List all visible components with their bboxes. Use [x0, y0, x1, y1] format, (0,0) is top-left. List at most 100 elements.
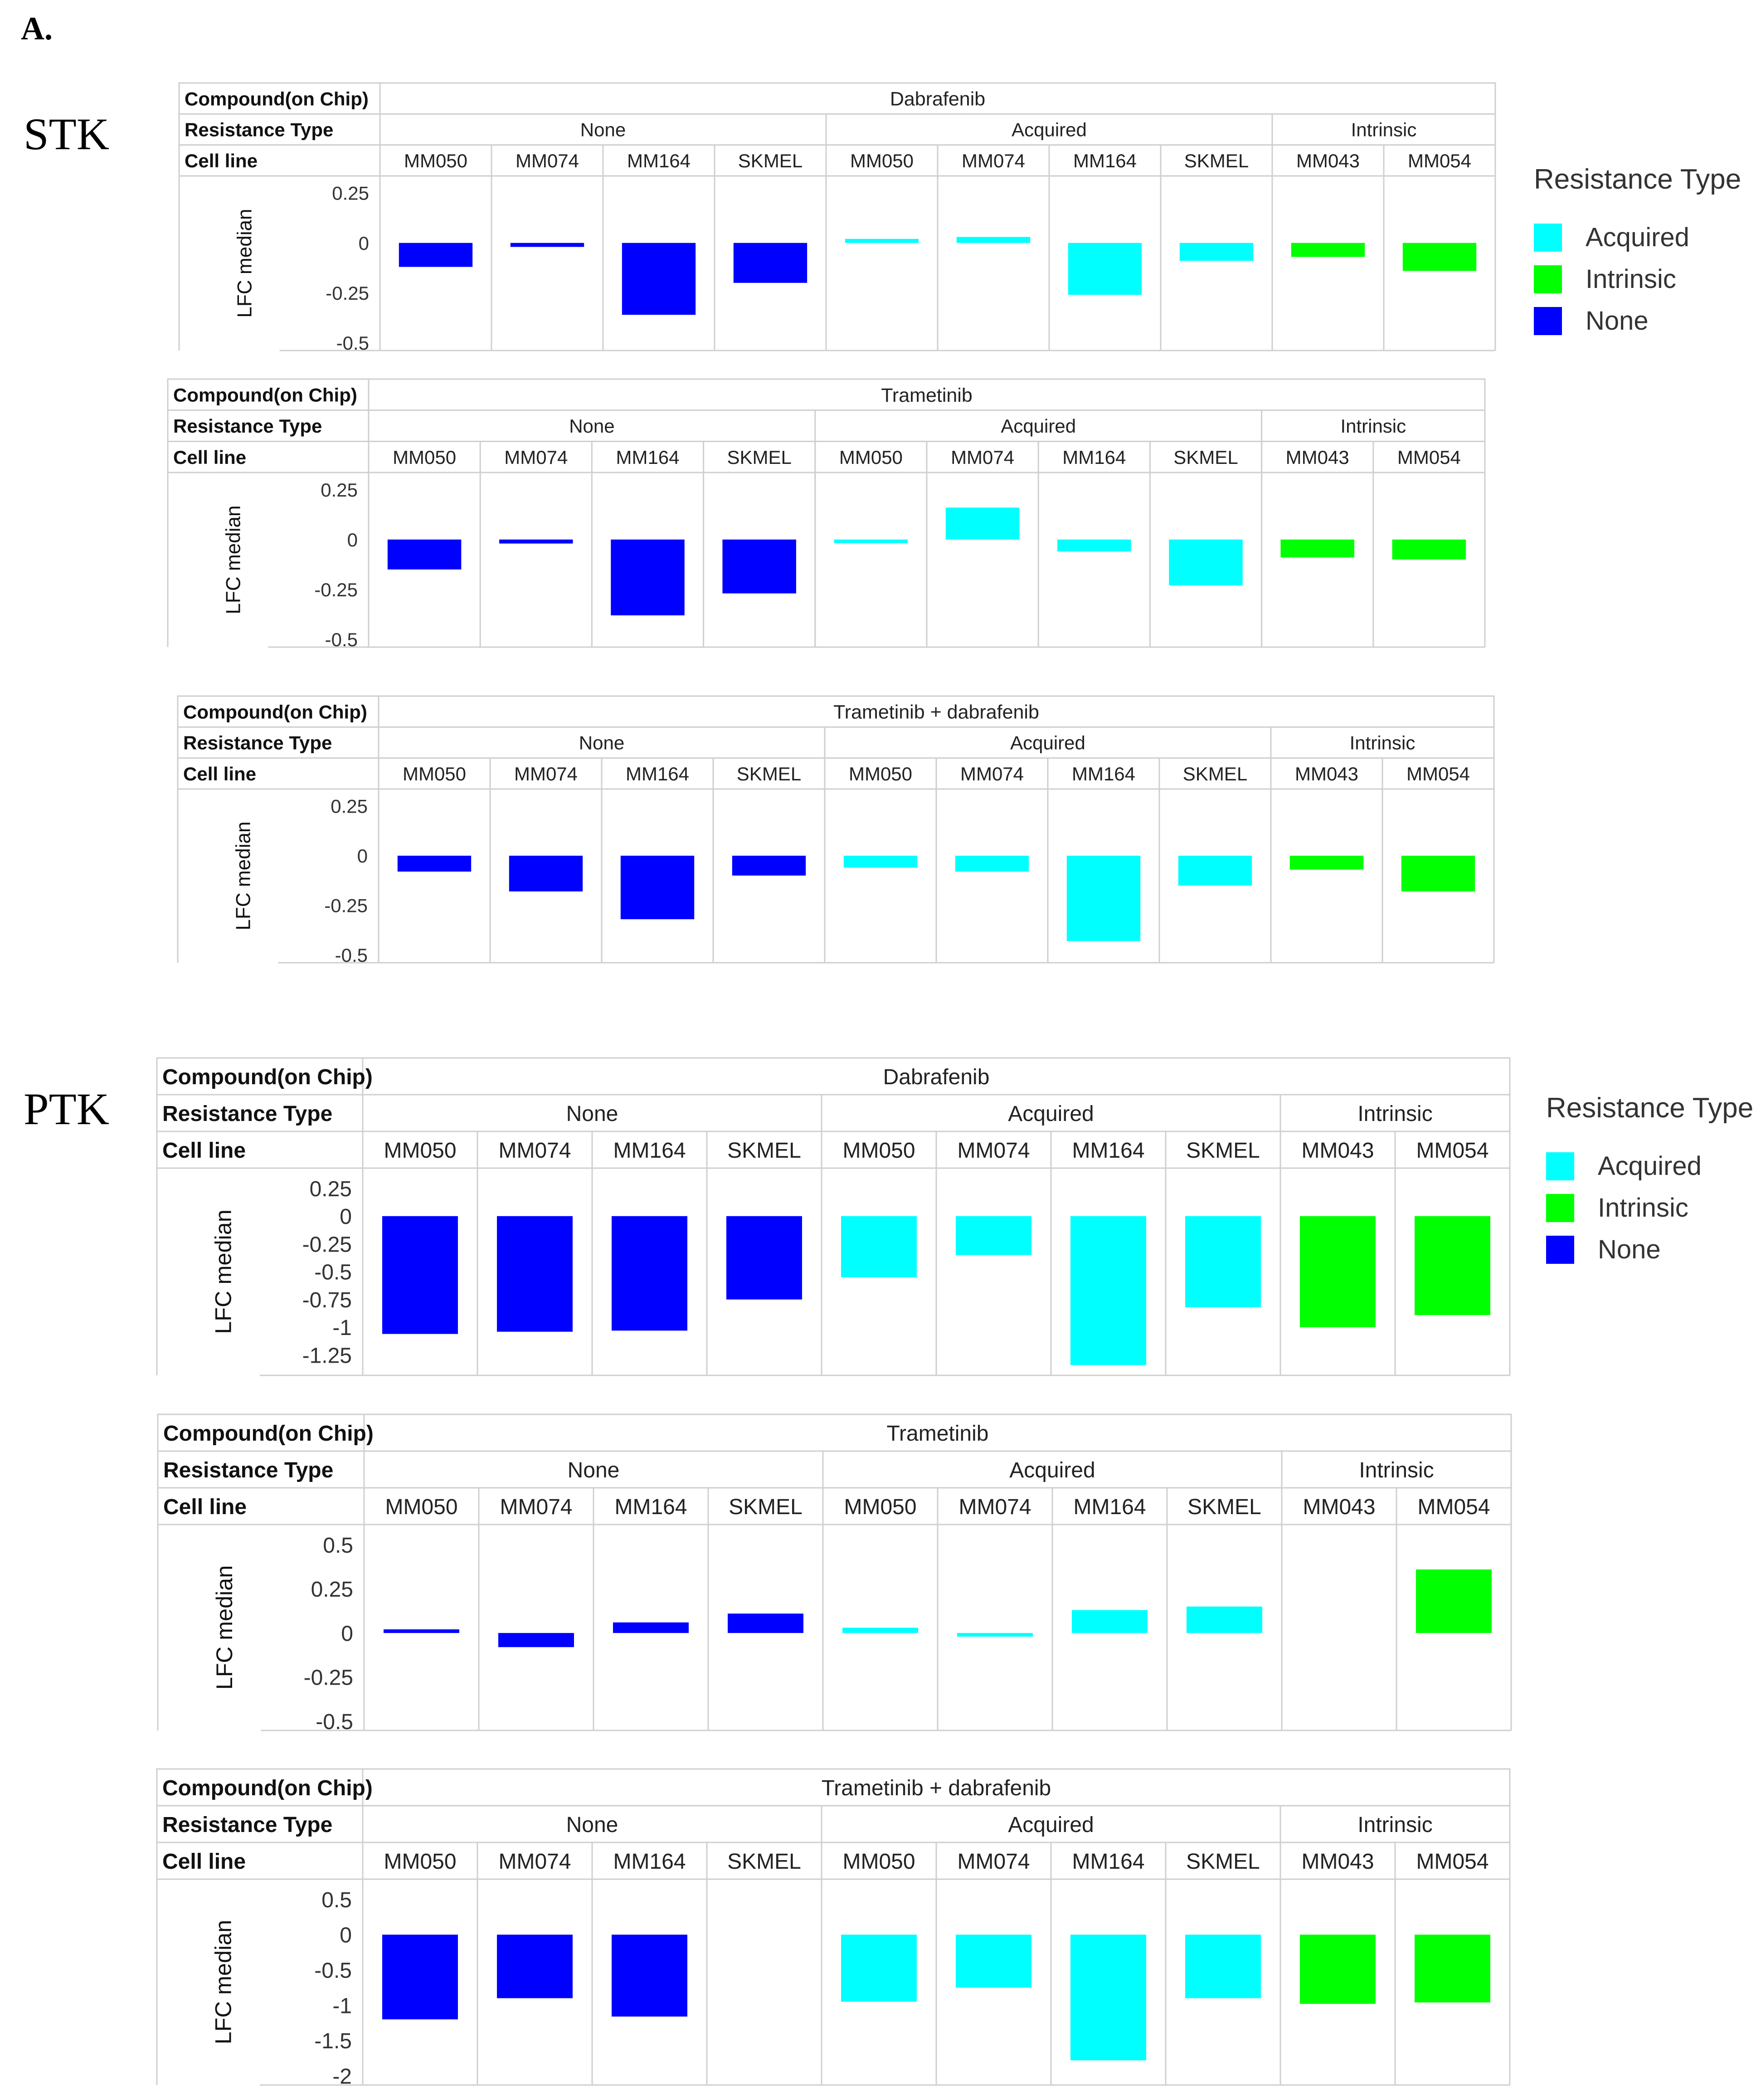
- y-tick-label: 0.25: [321, 479, 358, 501]
- y-axis-label: LFC median: [232, 821, 254, 930]
- header-resistance-label: Resistance Type: [185, 119, 333, 141]
- cell-line-label: MM164: [1062, 447, 1126, 468]
- cell-line-label: MM054: [1416, 1139, 1488, 1163]
- bar: [834, 539, 908, 543]
- chart-panel-stk-combo: Compound(on Chip) Resistance Type Cell lin…: [177, 695, 1495, 966]
- resistance-group-label: Intrinsic: [1351, 119, 1417, 141]
- y-tick-label: -0.5: [335, 945, 368, 966]
- resistance-group-label: Acquired: [1001, 415, 1076, 437]
- y-tick-label: -0.5: [336, 332, 369, 354]
- header-cellline-label: Cell line: [173, 447, 246, 468]
- cell-line-label: SKMEL: [1187, 1495, 1261, 1519]
- resistance-group-label: None: [566, 1102, 618, 1126]
- y-tick-label: -0.5: [316, 1710, 353, 1734]
- header-frame: [177, 695, 1495, 790]
- resistance-group-label: None: [579, 732, 624, 754]
- y-axis-label: LFC median: [210, 1209, 236, 1334]
- cell-line-label: MM074: [957, 1850, 1030, 1874]
- legend-ptk: Resistance Type Acquired Intrinsic None: [1546, 1092, 1754, 1264]
- bar: [1187, 1606, 1262, 1633]
- y-tick-label: 0.5: [321, 1888, 352, 1912]
- legend-item-intrinsic: Intrinsic: [1534, 264, 1676, 294]
- cell-line-label: MM050: [849, 763, 912, 784]
- bar: [611, 539, 685, 616]
- chart-panel-ptk-dabrafenib: Compound(on Chip) Resistance Type Cell lin…: [156, 1057, 1511, 1376]
- header-compound-label: Compound(on Chip): [162, 1776, 373, 1800]
- y-tick-label: 0.25: [310, 1177, 352, 1201]
- y-tick-label: 0: [347, 529, 358, 551]
- bar: [841, 1934, 917, 2002]
- legend-label: Acquired: [1598, 1151, 1702, 1181]
- compound-title: Trametinib: [887, 1422, 989, 1446]
- resistance-group-label: None: [566, 1813, 618, 1837]
- legend-swatch-none: [1534, 307, 1562, 335]
- bar: [1416, 1569, 1492, 1633]
- y-tick-label: -0.25: [304, 1666, 353, 1690]
- bar: [613, 1622, 689, 1633]
- cell-line-label: MM164: [613, 1139, 686, 1163]
- header-cellline-label: Cell line: [162, 1850, 246, 1874]
- cell-line-label: MM054: [1408, 150, 1471, 171]
- compound-title: Dabrafenib: [890, 88, 985, 110]
- bar: [497, 1216, 573, 1332]
- header-frame: [167, 378, 1486, 473]
- y-tick-label: -1: [332, 1994, 352, 2018]
- compound-title: Trametinib + dabrafenib: [822, 1776, 1051, 1800]
- bar: [510, 243, 584, 247]
- cell-line-label: MM050: [404, 150, 467, 171]
- header-resistance-label: Resistance Type: [163, 1458, 333, 1482]
- header-compound-label: Compound(on Chip): [183, 701, 367, 722]
- bar: [1291, 243, 1365, 257]
- y-tick-label: 0: [340, 1205, 352, 1229]
- cell-line-label: MM050: [403, 763, 466, 784]
- cell-line-label: SKMEL: [737, 763, 801, 784]
- y-tick-label: -0.5: [314, 1959, 352, 1983]
- bar: [1289, 856, 1364, 870]
- compound-title: Trametinib + dabrafenib: [833, 702, 1039, 723]
- y-tick-label: 0.25: [332, 183, 369, 204]
- bar: [384, 1629, 459, 1633]
- bar: [509, 856, 583, 892]
- cell-line-label: MM043: [1286, 447, 1349, 468]
- cell-line-label: MM074: [958, 1495, 1031, 1519]
- legend-title: Resistance Type: [1546, 1092, 1754, 1124]
- y-tick-label: 0: [359, 233, 369, 254]
- legend-swatch-intrinsic: [1546, 1194, 1574, 1222]
- bar: [841, 1216, 917, 1277]
- header-compound-label: Compound(on Chip): [185, 88, 369, 109]
- resistance-group-label: Acquired: [1009, 1458, 1095, 1482]
- legend-label: None: [1586, 306, 1649, 336]
- resistance-group-label: Acquired: [1010, 732, 1085, 754]
- resistance-group-label: Intrinsic: [1359, 1458, 1434, 1482]
- y-tick-label: -1.5: [314, 2029, 352, 2053]
- legend-item-acquired: Acquired: [1546, 1151, 1702, 1181]
- bar: [387, 539, 462, 570]
- bar: [1179, 243, 1254, 261]
- resistance-group-label: None: [569, 415, 614, 437]
- cell-line-label: SKMEL: [1184, 150, 1249, 171]
- y-tick-label: 0.5: [323, 1534, 353, 1558]
- cell-line-label: MM054: [1416, 1850, 1488, 1874]
- chart-panel-ptk-trametinib: Compound(on Chip) Resistance Type Cell lin…: [157, 1413, 1512, 1734]
- resistance-group-label: None: [580, 119, 626, 141]
- y-tick-label: -1: [332, 1316, 352, 1340]
- cell-line-label: SKMEL: [738, 150, 803, 171]
- cell-line-label: MM054: [1417, 1495, 1490, 1519]
- cell-line-label: MM043: [1295, 763, 1358, 784]
- header-cellline-label: Cell line: [162, 1139, 246, 1163]
- cell-line-label: SKMEL: [1183, 763, 1247, 784]
- bar: [499, 539, 573, 544]
- y-tick-label: -0.25: [324, 895, 368, 916]
- bar: [845, 239, 919, 243]
- y-tick-label: 0.25: [331, 796, 368, 817]
- resistance-group-label: Acquired: [1012, 119, 1087, 141]
- cell-line-label: SKMEL: [727, 1139, 801, 1163]
- y-axis-label: LFC median: [211, 1565, 237, 1690]
- y-tick-label: -0.25: [302, 1233, 352, 1257]
- cell-line-label: SKMEL: [727, 1850, 801, 1874]
- legend-label: Intrinsic: [1598, 1193, 1688, 1223]
- section-label-stk: STK: [24, 109, 109, 159]
- bar: [620, 856, 695, 920]
- legend-swatch-acquired: [1546, 1152, 1574, 1180]
- bar: [956, 1934, 1031, 1988]
